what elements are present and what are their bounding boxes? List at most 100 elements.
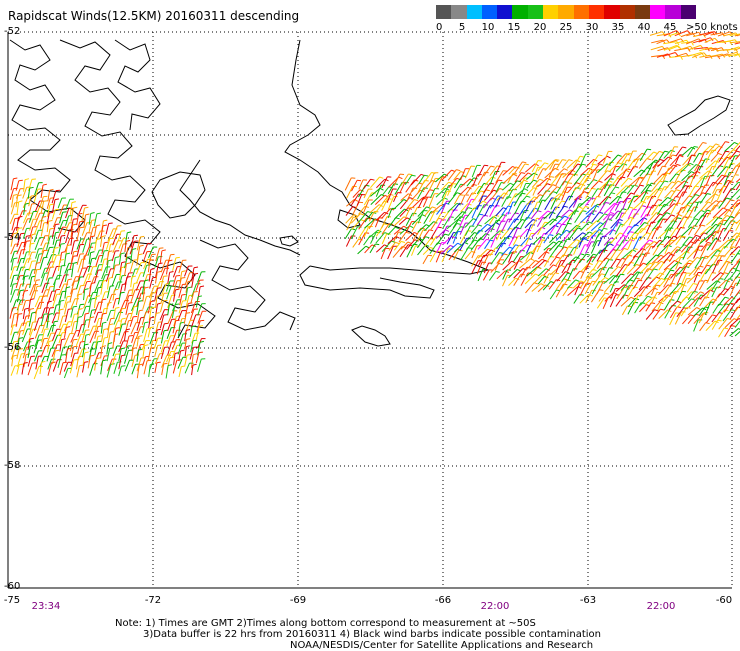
wind-barb-flag [151,269,155,270]
wind-barb [676,245,684,253]
wind-barb [736,288,740,296]
wind-barb [29,261,32,271]
wind-barb [597,214,604,222]
wind-barb [736,294,740,303]
wind-barb-flag [60,300,64,301]
wind-barb-flag [55,199,59,200]
wind-barb [555,201,562,210]
wind-barb-flag [432,207,436,208]
wind-barb-flag [78,317,82,318]
wind-barb-flag [525,164,529,165]
wind-barb-flag [617,259,621,260]
wind-barb [58,310,60,320]
wind-barb [472,165,477,177]
wind-barb [131,277,132,287]
wind-barb-flag [545,163,549,164]
wind-barb-flag [654,269,658,270]
wind-barb [502,206,508,215]
wind-barb [58,198,62,208]
wind-barb [149,365,151,377]
wind-barb-flag [568,183,572,184]
wind-barb [580,245,585,255]
wind-barb-flag [98,336,102,337]
wind-barb [533,275,543,285]
wind-barb-flag [569,160,573,161]
wind-barb [198,359,202,372]
wind-barb [12,195,14,207]
wind-barb [425,222,434,231]
wind-barb [41,185,43,198]
wind-barb [477,224,487,234]
wind-barb-flag [44,338,48,339]
wind-barb-flag [585,206,589,207]
wind-barb-flag [91,236,95,237]
wind-barb-flag [618,155,622,156]
wind-barb-flag [568,223,572,224]
wind-barb-flag [13,284,17,285]
wind-barb [394,200,404,210]
wind-barb [677,291,682,301]
wind-barb-flag [13,195,17,196]
wind-barb-flag [13,308,17,309]
wind-barb-flag [103,225,107,226]
wind-barb-flag [98,287,102,288]
wind-barb-flag [84,362,88,363]
wind-barb [162,355,167,367]
wind-barb-flag [104,242,108,243]
wind-barb [568,269,574,281]
wind-barb-flag [659,151,663,152]
wind-barb-flag [665,151,669,152]
lon-label-69: -69 [290,595,306,606]
wind-barb-flag [91,349,95,350]
wind-barb-flag [649,240,653,242]
wind-barb [579,254,586,263]
coastline-falklands [668,96,730,135]
wind-barb [113,290,114,301]
wind-barb-flag [693,284,697,285]
wind-barb [168,342,172,355]
wind-barb-flag [498,180,502,181]
time-label-middle: 22:00 [481,601,510,612]
wind-barb-flag [186,313,190,314]
lon-label-63: -63 [580,595,596,606]
wind-barb-flag [371,179,375,180]
wind-barb-flag [116,307,120,308]
wind-barb [467,193,472,202]
wind-barb [700,323,706,331]
wind-barb-flag [604,228,608,229]
wind-barb [593,274,602,286]
wind-barb-flag [60,309,64,310]
wind-barb-flag [547,184,551,185]
wind-barb [82,256,84,269]
wind-barb [544,257,550,267]
lat-label-52: -52 [4,26,20,37]
wind-barb [652,255,661,263]
wind-barb [144,329,147,342]
wind-barb [42,322,46,334]
lat-label-58: -58 [4,460,20,471]
wind-barb-flag [188,287,192,288]
wind-barb [30,285,34,296]
wind-barb [562,160,568,168]
wind-barb [694,153,700,162]
wind-barb-flag [132,249,136,250]
wind-barb [90,364,94,376]
wind-barb [23,309,25,319]
wind-barb [711,153,718,161]
wind-barb [609,187,615,196]
wind-barb-flag [725,297,729,298]
wind-barb-flag [631,297,635,299]
wind-barb-flag [145,322,149,323]
wind-barb-flag [121,253,125,254]
wind-barb-flag [127,257,131,258]
wind-barb-flag [731,200,735,201]
wind-barb-flag [72,202,76,203]
wind-barb-flag [139,336,143,337]
wind-barb [484,190,493,200]
wind-barb [641,207,647,218]
wind-barb-flag [457,224,461,225]
wind-barb [657,204,664,214]
wind-barb-flag [519,261,523,263]
wind-barb-flag [660,214,664,215]
